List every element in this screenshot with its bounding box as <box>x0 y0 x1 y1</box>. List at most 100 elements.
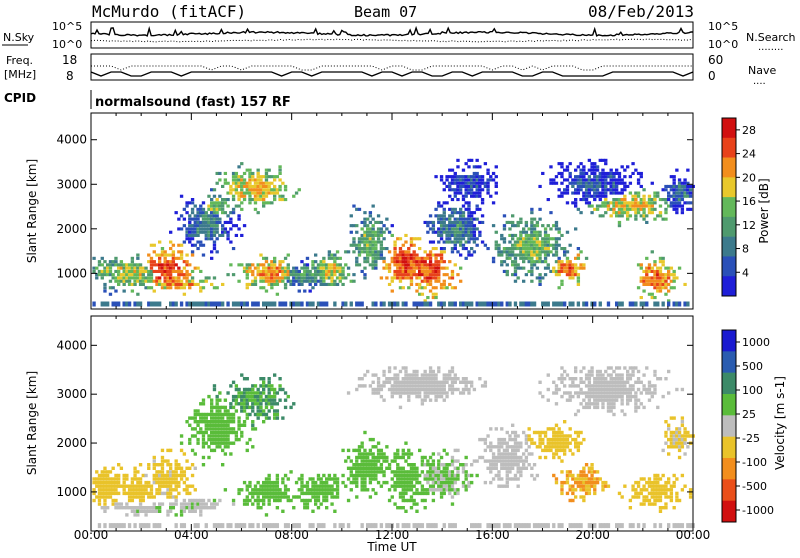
heatmap-cell <box>355 495 358 498</box>
heatmap-cell <box>582 366 585 369</box>
heatmap-cell <box>254 201 257 204</box>
heatmap-cell <box>372 237 375 240</box>
heatmap-cell <box>185 477 188 480</box>
power-ylabel: Slant Range [km] <box>25 159 39 263</box>
heatmap-cell <box>265 172 268 175</box>
heatmap-cell <box>656 474 659 477</box>
heatmap-cell <box>169 286 172 289</box>
heatmap-cell <box>161 470 164 473</box>
heatmap-cell <box>404 492 407 495</box>
heatmap-cell <box>662 449 665 452</box>
heatmap-cell <box>683 283 686 286</box>
heatmap-cell <box>421 523 424 528</box>
heatmap-cell <box>248 195 251 198</box>
heatmap-cell <box>673 273 676 276</box>
heatmap-cell <box>577 449 580 452</box>
heatmap-cell <box>648 263 651 266</box>
nave-dots: .... <box>753 76 766 87</box>
heatmap-cell <box>374 302 377 307</box>
heatmap-cell <box>473 388 476 391</box>
heatmap-cell <box>432 224 435 227</box>
heatmap-cell <box>629 399 632 402</box>
freq-label-line1: Freq. <box>6 54 33 67</box>
heatmap-cell <box>426 395 429 398</box>
heatmap-cell <box>495 427 498 430</box>
heatmap-cell <box>659 377 662 380</box>
heatmap-cell <box>268 502 271 505</box>
heatmap-cell <box>424 506 427 509</box>
heatmap-cell <box>448 237 451 240</box>
heatmap-cell <box>382 474 385 477</box>
heatmap-cell <box>391 280 394 283</box>
heatmap-cell <box>563 302 566 307</box>
heatmap-cell <box>237 198 240 201</box>
heatmap-cell <box>437 467 440 470</box>
heatmap-cell <box>642 198 645 201</box>
heatmap-cell <box>415 467 418 470</box>
heatmap-cell <box>262 388 265 391</box>
heatmap-cell <box>306 257 309 260</box>
heatmap-cell <box>284 492 287 495</box>
heatmap-cell <box>216 395 219 398</box>
heatmap-cell <box>612 175 615 178</box>
heatmap-cell <box>541 438 544 441</box>
heatmap-cell <box>240 188 243 191</box>
heatmap-cell <box>495 175 498 178</box>
heatmap-cell <box>226 391 229 394</box>
heatmap-cell <box>180 302 183 307</box>
heatmap-cell <box>372 381 375 384</box>
heatmap-cell <box>459 267 462 270</box>
heatmap-cell <box>246 416 249 419</box>
heatmap-cell <box>278 172 281 175</box>
heatmap-cell <box>273 257 276 260</box>
heatmap-cell <box>536 224 539 227</box>
heatmap-cell <box>656 302 659 307</box>
heatmap-cell <box>374 445 377 448</box>
heatmap-cell <box>202 201 205 204</box>
heatmap-cell <box>125 477 128 480</box>
heatmap-cell <box>640 185 643 188</box>
heatmap-cell <box>519 218 522 221</box>
heatmap-cell <box>369 495 372 498</box>
heatmap-cell <box>675 388 678 391</box>
heatmap-cell <box>289 499 292 502</box>
heatmap-cell <box>246 302 249 307</box>
heatmap-cell <box>265 290 268 293</box>
heatmap-cell <box>339 280 342 283</box>
heatmap-cell <box>382 373 385 376</box>
heatmap-cell <box>607 205 610 208</box>
heatmap-cell <box>382 237 385 240</box>
heatmap-cell <box>489 470 492 473</box>
heatmap-cell <box>322 523 325 528</box>
heatmap-cell <box>213 449 216 452</box>
heatmap-cell <box>642 406 645 409</box>
heatmap-cell <box>265 195 268 198</box>
heatmap-cell <box>555 221 558 224</box>
heatmap-cell <box>481 175 484 178</box>
heatmap-cell <box>659 477 662 480</box>
heatmap-cell <box>396 377 399 380</box>
heatmap-cell <box>634 214 637 217</box>
heatmap-cell <box>366 218 369 221</box>
heatmap-cell <box>180 244 183 247</box>
heatmap-cell <box>653 201 656 204</box>
heatmap-cell <box>599 198 602 201</box>
heatmap-cell <box>588 175 591 178</box>
heatmap-cell <box>300 488 303 491</box>
heatmap-cell <box>251 424 254 427</box>
heatmap-cell <box>544 273 547 276</box>
heatmap-cell <box>300 481 303 484</box>
heatmap-cell <box>254 280 257 283</box>
heatmap-cell <box>363 276 366 279</box>
heatmap-cell <box>569 244 572 247</box>
heatmap-cell <box>185 488 188 491</box>
heatmap-cell <box>101 257 104 260</box>
heatmap-cell <box>582 438 585 441</box>
heatmap-cell <box>511 237 514 240</box>
colorbar-tick-label: 28 <box>742 124 756 137</box>
heatmap-cell <box>571 474 574 477</box>
heatmap-cell <box>333 280 336 283</box>
heatmap-cell <box>443 280 446 283</box>
heatmap-cell <box>226 424 229 427</box>
heatmap-cell <box>207 395 210 398</box>
